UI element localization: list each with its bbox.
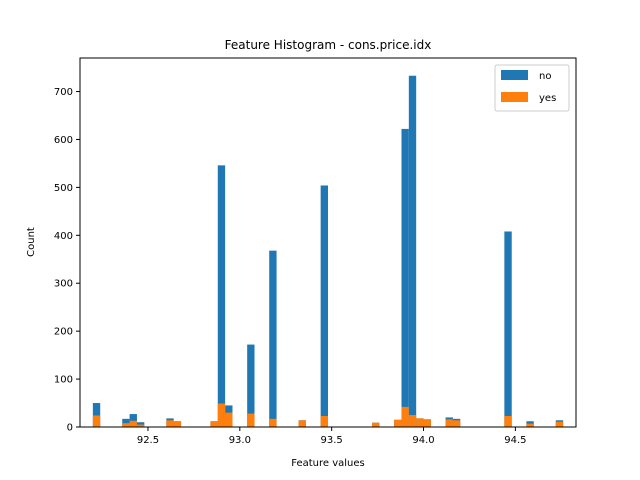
legend-swatch-no [501, 70, 528, 80]
bar-yes-12 [320, 415, 328, 427]
y-tick-label-2: 200 [54, 327, 73, 338]
bar-yes-0 [92, 415, 101, 427]
y-tick-label-6: 600 [54, 135, 73, 146]
plot-frame [79, 57, 577, 428]
y-tick-label-4: 400 [54, 231, 73, 242]
bar-yes-22 [526, 423, 534, 427]
y-tick-label-1: 100 [54, 375, 73, 386]
bar-yes-11 [298, 420, 306, 427]
y-axis-ticks: 0 100 200 300 400 500 600 700 [54, 87, 80, 434]
x-tick-label-2: 93.5 [321, 435, 343, 446]
bar-yes-6 [210, 421, 218, 427]
bar-yes-16 [408, 415, 417, 427]
bar-yes-1 [122, 423, 130, 427]
bar-yes-9 [247, 413, 255, 427]
y-tick-label-5: 500 [54, 183, 73, 194]
x-axis-ticks: 92.5 93.0 93.5 94.0 94.5 [137, 427, 527, 446]
bar-no-7 [217, 165, 226, 427]
bar-yes-19 [445, 419, 453, 427]
y-tick-label-7: 700 [54, 87, 73, 98]
y-axis-label: Count [26, 227, 37, 257]
x-axis-label: Feature values [291, 458, 365, 469]
bar-yes-17 [416, 418, 424, 427]
y-tick-label-0: 0 [67, 423, 73, 434]
bar-yes-13 [372, 422, 380, 427]
bar-no-9 [247, 344, 255, 427]
bar-yes-3 [136, 424, 145, 427]
series-yes-bars [92, 403, 564, 427]
bar-no-16 [408, 75, 417, 427]
bar-yes-5 [173, 421, 182, 427]
bar-no-2 [129, 414, 137, 427]
legend-swatch-yes [501, 92, 528, 102]
bar-yes-20 [452, 420, 461, 427]
bar-no-0 [92, 403, 101, 427]
bar-no-12 [320, 185, 328, 427]
x-tick-label-3: 94.0 [412, 435, 434, 446]
x-tick-label-0: 92.5 [137, 435, 159, 446]
bar-yes-4 [166, 420, 174, 427]
legend-label-yes: yes [539, 93, 556, 104]
bar-no-10 [269, 250, 277, 427]
bar-yes-14 [394, 419, 402, 427]
bar-yes-18 [423, 419, 431, 427]
bar-yes-15 [401, 406, 409, 427]
bar-yes-10 [269, 418, 277, 427]
bar-yes-21 [504, 415, 512, 427]
chart-title: Feature Histogram - cons.price.idx [225, 38, 432, 52]
bar-yes-7 [217, 403, 226, 427]
legend-label-no: no [539, 71, 551, 82]
x-tick-label-4: 94.5 [504, 435, 526, 446]
bar-yes-2 [129, 420, 137, 427]
bar-yes-8 [225, 412, 233, 427]
x-tick-label-1: 93.0 [229, 435, 251, 446]
bar-no-1 [122, 418, 130, 427]
bar-no-21 [504, 231, 512, 427]
legend: no yes [494, 64, 570, 112]
bar-no-15 [401, 128, 409, 428]
y-tick-label-3: 300 [54, 279, 73, 290]
bar-yes-23 [555, 421, 564, 427]
